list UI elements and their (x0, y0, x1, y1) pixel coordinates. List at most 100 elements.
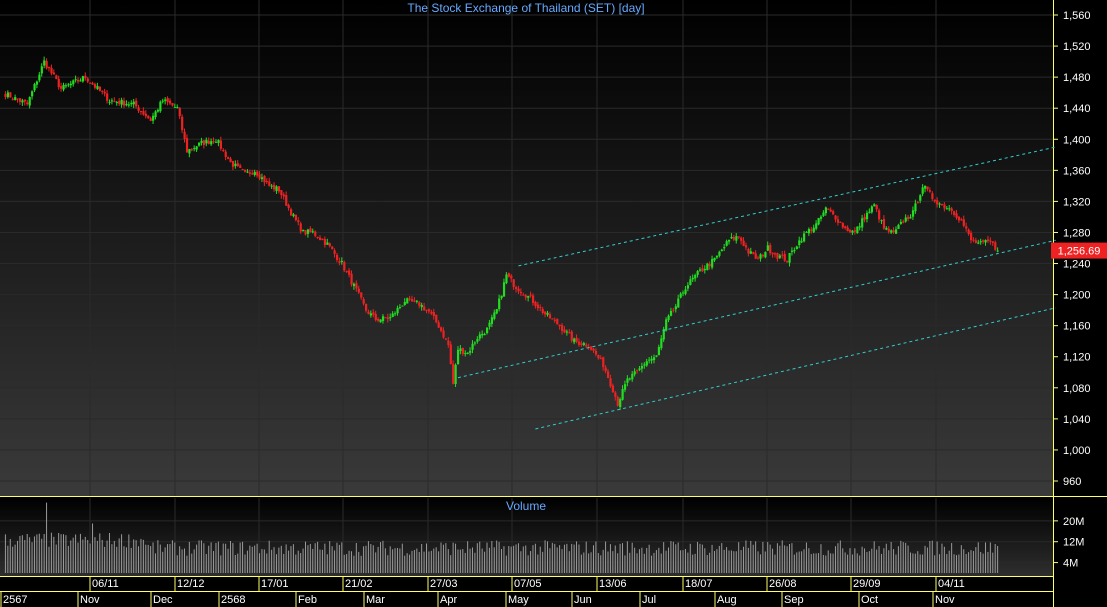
candle-body-down (563, 329, 566, 333)
candle-body-down (142, 111, 145, 115)
candle-body-up (406, 298, 409, 304)
candle-body-down (437, 322, 440, 328)
candle-body-up (759, 254, 762, 259)
candle-body-down (974, 240, 978, 243)
candle-body-down (708, 264, 711, 266)
candle-body-down (263, 176, 266, 183)
candle-body-down (149, 118, 152, 121)
candle-body-down (365, 303, 368, 311)
month-label: 2568 (221, 594, 245, 606)
volume-axis: 20M 12M 4M (1053, 516, 1084, 570)
candle-body-up (984, 240, 987, 243)
candle-body-down (776, 253, 779, 259)
volume-tick-label: 4M (1063, 558, 1078, 570)
candle-body-up (817, 217, 820, 225)
candle-body-down (316, 236, 319, 239)
month-label: May (508, 594, 529, 606)
candle-body-up (270, 185, 273, 187)
candle-body-up (793, 250, 796, 252)
trend-channel (457, 146, 1056, 430)
candle-body-down (285, 195, 288, 206)
candle-body-down (282, 194, 285, 197)
trend-line (518, 146, 1056, 267)
candle-body-up (188, 149, 191, 154)
candle-body-down (319, 237, 322, 241)
candle-body-up (919, 195, 922, 201)
candle-body-down (982, 240, 985, 242)
candle-body-down (810, 229, 813, 231)
candle-body-down (181, 116, 184, 131)
candle-body-up (938, 203, 941, 205)
candle-body-up (466, 352, 469, 354)
candle-body-up (96, 86, 99, 89)
candle-body-down (343, 262, 346, 271)
candle-body-up (401, 305, 404, 307)
candle-body-down (972, 239, 975, 241)
candle-body-down (118, 100, 121, 104)
candle-body-down (839, 221, 842, 223)
candle-body-down (256, 171, 259, 176)
candle-body-down (144, 113, 147, 117)
candle-body-up (728, 239, 731, 242)
candle-body-down (241, 169, 244, 171)
candle-body-up (130, 102, 133, 105)
candle-body-up (766, 245, 769, 251)
candle-body-up (718, 251, 721, 256)
candle-body-down (887, 228, 890, 232)
candle-body-up (805, 231, 808, 233)
candle-body-up (885, 227, 888, 230)
candle-body-down (190, 149, 193, 151)
candle-body-down (577, 341, 581, 345)
candle-body-up (488, 322, 491, 327)
candle-body-down (737, 236, 740, 238)
candle-body-up (486, 327, 489, 334)
candle-body-up (677, 298, 680, 308)
candle-body-down (541, 309, 544, 314)
candle-body-down (244, 169, 247, 172)
candle-body-down (752, 251, 755, 254)
month-label: Feb (298, 594, 317, 606)
month-label: Dec (153, 594, 173, 606)
candle-body-up (260, 177, 264, 180)
candle-body-up (156, 109, 160, 112)
month-label: Jun (574, 594, 592, 606)
candle-body-up (214, 141, 218, 143)
candle-body-down (950, 208, 953, 211)
candle-body-down (592, 348, 595, 351)
candle-body-up (108, 101, 111, 103)
candle-body-down (251, 173, 254, 175)
candle-body-up (713, 257, 716, 261)
candle-body-up (689, 279, 692, 285)
candle-body-up (856, 226, 859, 234)
candle-body-down (447, 340, 450, 345)
candle-body-down (962, 219, 965, 226)
candle-body-down (970, 232, 973, 241)
candle-body-down (335, 254, 339, 260)
candle-body-up (490, 317, 494, 324)
candle-body-down (345, 271, 348, 273)
candle-body-up (698, 269, 702, 271)
candle-body-down (328, 243, 331, 247)
candle-body-down (452, 363, 455, 384)
date-tick-label: 18/07 (685, 578, 713, 590)
candle-body-down (147, 115, 150, 119)
candle-body-down (103, 91, 106, 94)
candle-body-up (807, 228, 811, 234)
candle-body-up (858, 226, 861, 228)
candle-body-up (292, 214, 295, 217)
candle-body-up (621, 389, 624, 400)
candle-body-up (420, 304, 423, 308)
candle-body-up (619, 399, 622, 408)
candle-body-down (137, 107, 140, 111)
date-tick-label: 07/05 (514, 578, 542, 590)
candle-body-up (505, 274, 508, 284)
candle-body-down (836, 219, 840, 223)
candle-body-up (711, 259, 714, 268)
candle-body-up (132, 101, 135, 105)
month-label: Nov (80, 594, 100, 606)
candle-body-up (894, 229, 898, 234)
candle-body-down (781, 254, 784, 256)
candle-body-up (454, 364, 457, 385)
candle-body-down (45, 61, 48, 69)
candle-body-up (573, 338, 576, 343)
